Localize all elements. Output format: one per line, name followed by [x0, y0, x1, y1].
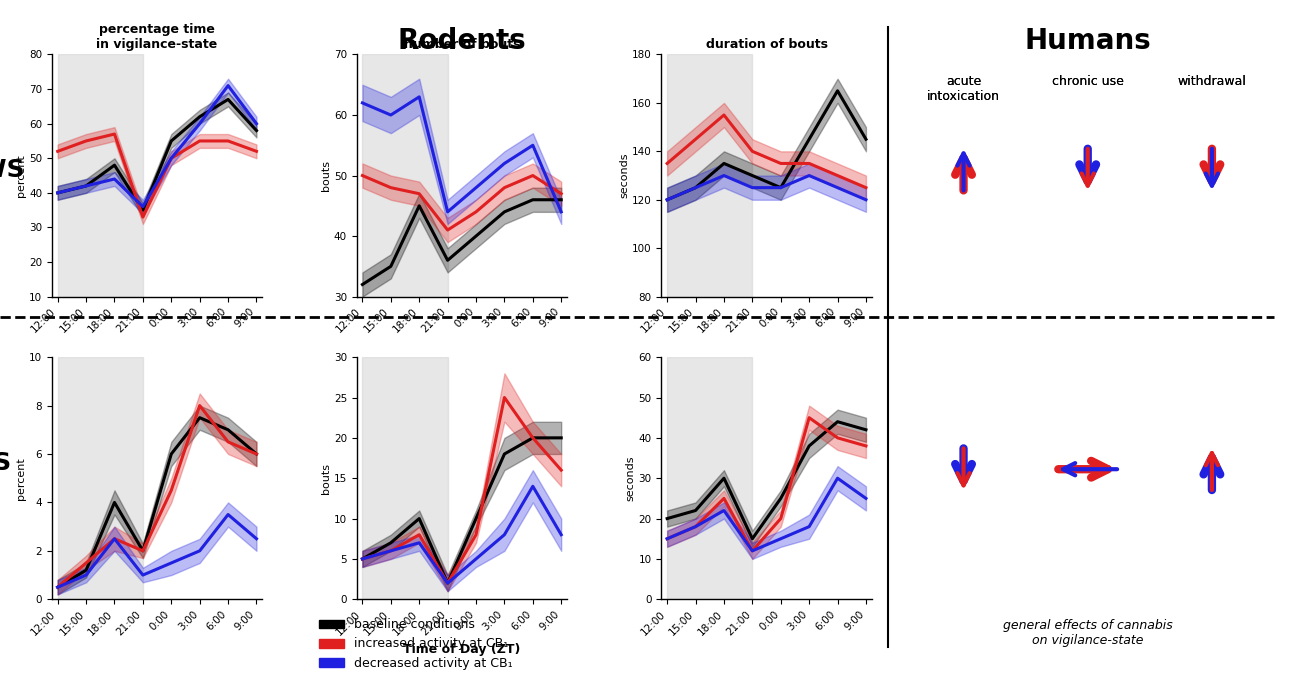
- Text: acute
intoxication: acute intoxication: [927, 75, 1000, 103]
- X-axis label: Time of Day (ZT): Time of Day (ZT): [403, 643, 520, 656]
- Text: Rodents: Rodents: [398, 27, 526, 55]
- Y-axis label: seconds: seconds: [625, 456, 636, 501]
- Bar: [57, 54, 143, 297]
- Text: general effects of cannabis
on vigilance-state: general effects of cannabis on vigilance…: [1002, 619, 1173, 647]
- Bar: [363, 357, 447, 599]
- Title: percentage time
in vigilance-state: percentage time in vigilance-state: [96, 22, 217, 50]
- Text: SWS: SWS: [0, 158, 25, 183]
- Y-axis label: percent: percent: [17, 457, 26, 500]
- Y-axis label: bouts: bouts: [321, 160, 332, 191]
- Bar: [363, 54, 447, 297]
- Text: acute
intoxication: acute intoxication: [927, 75, 1000, 103]
- Title: duration of bouts: duration of bouts: [706, 37, 828, 50]
- Title: number of bouts: number of bouts: [403, 37, 520, 50]
- Y-axis label: percent: percent: [17, 154, 26, 197]
- Text: Humans: Humans: [1024, 27, 1150, 55]
- Text: chronic use: chronic use: [1052, 75, 1123, 88]
- Bar: [57, 357, 143, 599]
- Text: withdrawal: withdrawal: [1178, 75, 1247, 88]
- Bar: [667, 357, 753, 599]
- Y-axis label: bouts: bouts: [321, 462, 332, 494]
- Legend: baseline conditions, increased activity at CB₁, decreased activity at CB₁: baseline conditions, increased activity …: [315, 614, 517, 675]
- Text: withdrawal: withdrawal: [1178, 75, 1247, 88]
- Text: PS: PS: [0, 451, 12, 475]
- Y-axis label: seconds: seconds: [619, 153, 629, 198]
- Bar: [667, 54, 753, 297]
- Text: chronic use: chronic use: [1052, 75, 1123, 88]
